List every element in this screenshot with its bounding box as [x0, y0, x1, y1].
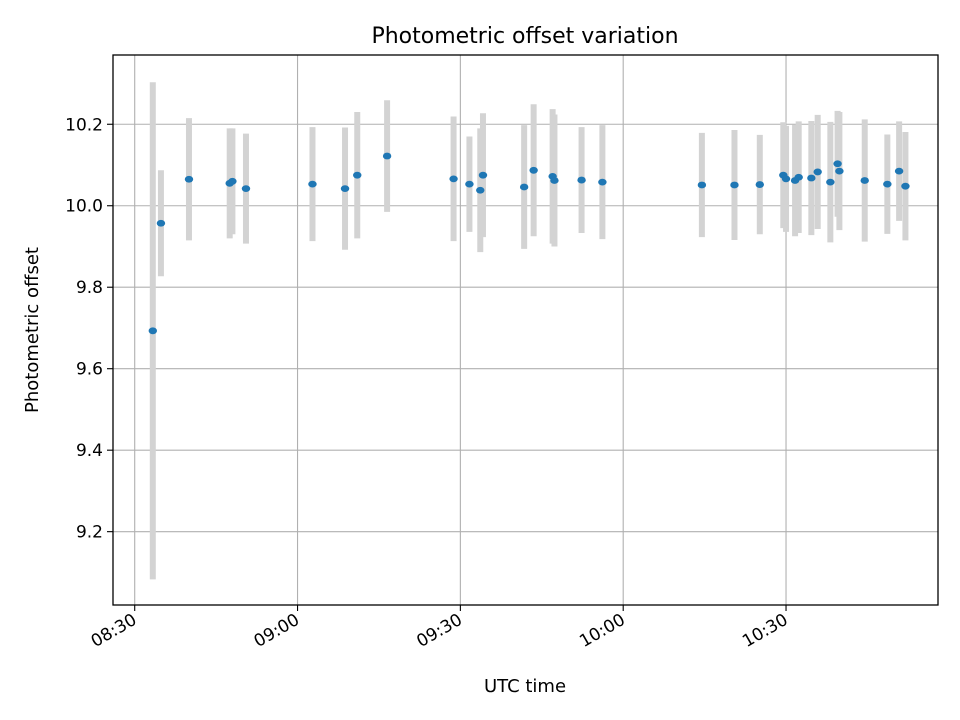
x-axis-ticks: 08:30 09:00 09:30 10:00 10:30	[88, 605, 792, 652]
data-point	[835, 167, 844, 175]
data-point	[228, 177, 237, 185]
data-point	[813, 168, 822, 176]
data-point	[794, 173, 803, 181]
data-point	[340, 185, 350, 193]
data-point	[519, 183, 529, 191]
x-tick-label: 10:00	[576, 610, 628, 652]
data-point	[826, 178, 835, 186]
data-point	[598, 178, 607, 186]
data-point	[730, 181, 739, 189]
data-point	[901, 182, 910, 190]
chart-title: Photometric offset variation	[371, 24, 678, 49]
x-tick-label: 09:00	[251, 610, 303, 652]
data-point	[382, 152, 392, 160]
data-point	[781, 175, 791, 183]
plot-frame	[112, 54, 939, 606]
y-tick-label: 9.4	[76, 441, 103, 461]
data-point	[353, 171, 362, 179]
data-point	[550, 177, 559, 184]
x-tick-label: 08:30	[88, 610, 140, 652]
data-points	[148, 152, 910, 335]
data-point	[449, 175, 458, 183]
data-point	[465, 180, 474, 188]
data-point	[883, 180, 892, 188]
data-point	[577, 176, 586, 184]
y-axis-ticks: 9.2 9.4 9.6 9.8 10.0 10.2	[65, 115, 113, 543]
data-point	[308, 180, 317, 188]
y-tick-label: 9.8	[76, 278, 103, 298]
data-point	[184, 175, 194, 183]
data-point	[860, 177, 869, 184]
data-point	[807, 174, 816, 182]
data-point	[478, 171, 488, 179]
data-point	[529, 166, 538, 174]
data-point	[241, 185, 251, 193]
x-axis-label: UTC time	[484, 676, 566, 697]
data-point	[697, 181, 707, 189]
data-point	[894, 167, 904, 175]
data-point	[755, 181, 764, 188]
data-point	[148, 327, 158, 335]
data-point	[476, 186, 485, 194]
y-tick-label: 10.2	[65, 115, 103, 135]
y-tick-label: 10.0	[65, 197, 103, 217]
x-tick-label: 10:30	[739, 610, 791, 652]
y-tick-label: 9.6	[76, 360, 103, 380]
x-tick-label: 09:30	[413, 610, 465, 652]
y-tick-label: 9.2	[76, 523, 103, 543]
y-axis-label: Photometric offset	[22, 247, 43, 413]
data-point	[156, 219, 166, 227]
error-bars	[149, 82, 909, 580]
data-point	[833, 160, 842, 168]
